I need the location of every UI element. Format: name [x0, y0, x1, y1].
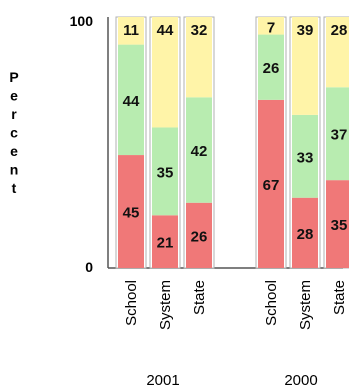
bar-segment: [152, 215, 178, 268]
category-label: School: [123, 280, 140, 326]
bar-system-2000: 28 33 39: [289, 16, 321, 269]
y-axis-label-letter: c: [10, 125, 18, 141]
bar-state-2001: 26 42 32: [183, 16, 215, 269]
bar-segment: [292, 114, 318, 198]
data-label: 11: [123, 22, 139, 39]
data-label: 21: [157, 235, 174, 252]
data-label: 28: [331, 22, 348, 39]
category-label: School: [263, 280, 280, 326]
bar-segment: [326, 17, 349, 88]
bar-school-2000: 67 26 7: [255, 16, 287, 269]
bar-segment: [186, 202, 212, 268]
bar-segment: [186, 17, 212, 98]
data-label: 44: [157, 22, 174, 39]
data-label: 39: [297, 22, 314, 39]
bar-segment: [292, 17, 318, 115]
bars: 45 44 11 21 35 44 26 42 32 67 26 7 28 33 39 35 37 28: [115, 16, 349, 269]
y-tick-label-min: 0: [85, 259, 93, 275]
data-label: 28: [297, 226, 314, 243]
bar-segment: [258, 17, 284, 35]
data-label: 42: [191, 143, 208, 160]
group-label: 2000: [284, 372, 317, 389]
data-label: 67: [263, 177, 280, 194]
data-label: 26: [191, 228, 208, 245]
data-label: 7: [267, 20, 275, 37]
y-tick-label-max: 100: [70, 13, 94, 29]
bar-segment: [258, 99, 284, 268]
bar-segment: [258, 34, 284, 100]
data-label: 44: [123, 93, 140, 110]
bar-segment: [186, 97, 212, 203]
y-axis-label-letter: e: [10, 143, 18, 159]
y-axis-label-letter: t: [12, 180, 17, 196]
bar-state-2000: 35 37 28: [323, 16, 349, 269]
bar-system-2001: 21 35 44: [149, 16, 181, 269]
data-label: 35: [331, 217, 348, 234]
bar-segment: [152, 127, 178, 216]
data-label: 35: [157, 164, 174, 181]
bar-school-2001: 45 44 11: [115, 16, 147, 269]
group-labels: 2001 2000: [146, 372, 317, 389]
y-axis-label-letter: r: [11, 106, 17, 122]
category-label: System: [297, 280, 314, 330]
y-axis-label-letter: P: [9, 69, 18, 85]
bar-segment: [152, 17, 178, 128]
group-label: 2001: [146, 372, 179, 389]
category-labels: School System State School System State: [123, 280, 348, 330]
category-label: State: [191, 280, 208, 315]
data-label: 33: [297, 149, 314, 166]
bar-segment: [118, 155, 144, 268]
category-label: System: [157, 280, 174, 330]
data-label: 37: [331, 127, 348, 144]
bar-segment: [118, 44, 144, 156]
data-label: 32: [191, 22, 208, 39]
data-label: 26: [263, 60, 280, 77]
y-axis-label-letter: n: [10, 162, 19, 178]
bar-segment: [326, 180, 349, 268]
category-label: State: [331, 280, 348, 315]
bar-segment: [118, 17, 144, 45]
bar-segment: [292, 197, 318, 268]
data-label: 45: [123, 205, 140, 222]
bar-segment: [326, 87, 349, 181]
y-axis-label-letter: e: [10, 88, 18, 104]
